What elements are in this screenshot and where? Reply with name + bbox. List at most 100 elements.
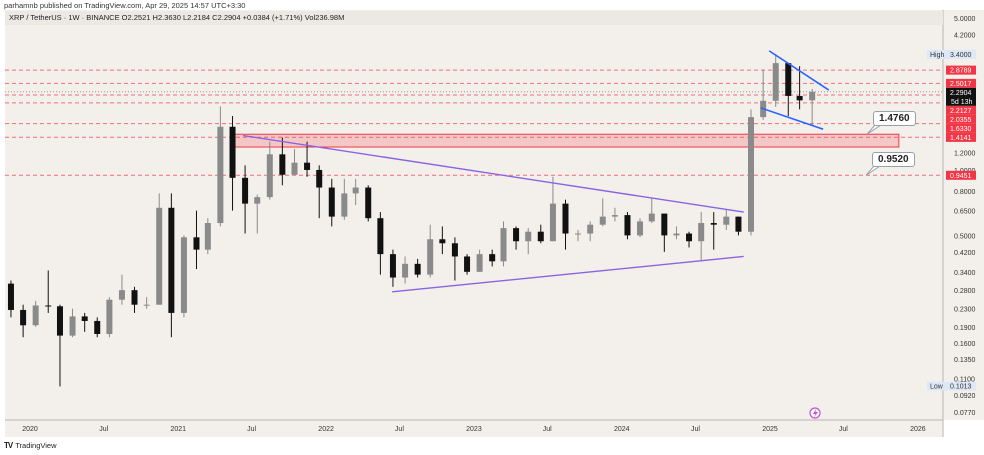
price-label-highlow: 3.4000 High xyxy=(927,49,976,59)
candle-body xyxy=(698,223,705,242)
candle xyxy=(229,116,236,211)
candle-body xyxy=(291,162,298,175)
price-label-value: 3.4000 xyxy=(950,52,972,59)
candle xyxy=(143,297,150,309)
price-label-bg xyxy=(946,87,976,106)
tradingview-logo[interactable]: TV TradingView xyxy=(4,441,57,450)
candle-body xyxy=(537,231,544,242)
candle-body xyxy=(476,254,483,272)
price-tick-label: 0.0770 xyxy=(954,410,976,417)
candle xyxy=(637,218,644,238)
candle-body xyxy=(316,169,323,188)
candle xyxy=(686,231,693,248)
price-tick-label: 0.0920 xyxy=(954,393,976,400)
price-tick-label: 0.5000 xyxy=(954,233,976,240)
price-label-last: 2.2904 5d 13h xyxy=(946,87,976,106)
candle xyxy=(118,274,125,305)
candle-body xyxy=(204,223,211,250)
candle xyxy=(513,226,520,250)
candle-body xyxy=(549,203,556,242)
countdown-label: 5d 13h xyxy=(951,99,973,106)
candle xyxy=(180,235,187,318)
price-callout[interactable]: 0.9520 xyxy=(872,152,915,167)
price-label-level: 2.2127 xyxy=(946,105,976,115)
candle-body xyxy=(168,207,175,313)
candle xyxy=(698,212,705,262)
tradingview-brand: TradingView xyxy=(15,441,57,450)
candle xyxy=(328,178,335,227)
candle-body xyxy=(809,91,816,101)
candle-body xyxy=(439,239,446,244)
lightning-event-icon[interactable] xyxy=(809,407,821,419)
price-tick-label: 0.2300 xyxy=(954,307,976,314)
candle-body xyxy=(352,187,359,194)
candle xyxy=(439,226,446,255)
candle xyxy=(131,286,138,313)
price-label-value: 2.2904 xyxy=(950,90,972,97)
price-label-bg xyxy=(946,132,976,142)
candle-body xyxy=(193,237,200,250)
candle xyxy=(525,228,532,255)
price-tick-label: 0.2800 xyxy=(954,288,976,295)
candle xyxy=(451,237,458,281)
candle-body xyxy=(414,263,421,275)
price-label-highlow: 0.1013 Low xyxy=(927,381,976,391)
candle-body xyxy=(131,290,138,305)
candle-body xyxy=(180,237,187,313)
candle-body xyxy=(81,316,88,321)
candle xyxy=(291,148,298,175)
candle-body xyxy=(328,187,335,217)
candle-body xyxy=(611,215,618,217)
candle xyxy=(389,249,396,287)
price-tick-label: 0.6500 xyxy=(954,209,976,216)
candle xyxy=(20,304,27,338)
price-tick-label: 0.4200 xyxy=(954,250,976,257)
candle xyxy=(204,218,211,255)
candle-body xyxy=(266,154,273,198)
candle-body xyxy=(279,154,286,175)
high-tag: High xyxy=(930,52,945,59)
candle-body xyxy=(673,233,680,236)
time-tick-label: 2023 xyxy=(466,426,482,433)
candle xyxy=(156,193,163,305)
candle xyxy=(316,165,323,219)
price-label-bg xyxy=(946,78,976,88)
time-axis-background xyxy=(5,420,943,437)
candle-body xyxy=(69,316,76,336)
candle xyxy=(673,226,680,240)
candle xyxy=(106,297,113,338)
candle-body xyxy=(464,256,471,272)
candle xyxy=(809,88,816,125)
candle-body xyxy=(389,254,396,278)
candle xyxy=(341,178,348,220)
candle-body xyxy=(575,233,582,235)
price-callout[interactable]: 1.4760 xyxy=(873,111,916,126)
triangle-trendline xyxy=(242,134,744,213)
candle xyxy=(279,137,286,186)
time-tick-label: Jul xyxy=(839,426,848,433)
price-label-bg xyxy=(946,49,976,59)
candle-body xyxy=(500,228,507,262)
candle-body xyxy=(143,304,150,306)
candle-body xyxy=(513,228,520,242)
price-tick-label: 0.1600 xyxy=(954,341,976,348)
price-label-value: 2.5017 xyxy=(950,81,972,88)
candle xyxy=(796,66,803,110)
price-label-level: 2.8789 xyxy=(946,65,976,75)
candle xyxy=(217,106,224,227)
candle-body xyxy=(735,216,742,232)
candle xyxy=(562,199,569,250)
candle xyxy=(599,198,606,227)
time-tick-label: 2024 xyxy=(614,426,630,433)
candle-body xyxy=(254,197,261,204)
candle-body xyxy=(624,215,631,236)
candle-body xyxy=(710,223,717,225)
candle xyxy=(575,229,582,242)
candle xyxy=(254,194,261,234)
candle-body xyxy=(723,216,730,225)
tag-bg xyxy=(927,381,946,391)
candle-body xyxy=(587,224,594,234)
candle-body xyxy=(562,203,569,234)
candle xyxy=(193,210,200,270)
